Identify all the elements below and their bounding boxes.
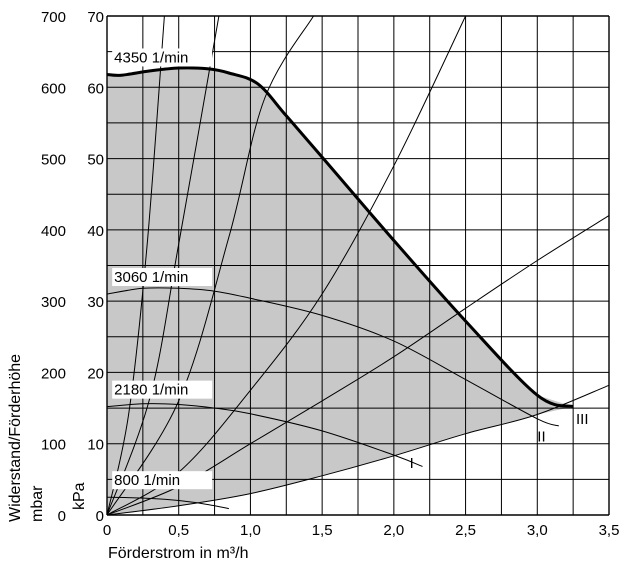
y-tick-label-mbar: 400 <box>41 223 66 240</box>
x-tick-label: 1,5 <box>312 522 333 539</box>
x-tick-label: 2,5 <box>455 522 476 539</box>
y-tick-label-kpa: 70 <box>87 9 104 26</box>
y-tick-label-kpa: 20 <box>87 365 104 382</box>
y-tick-label-mbar: 600 <box>41 80 66 97</box>
y-tick-label-mbar: 100 <box>41 437 66 454</box>
grid-layer <box>106 15 610 516</box>
pump-curve-30601-rpm <box>106 287 559 427</box>
pump-curve-label-43501: 4350 1/min <box>114 49 188 66</box>
system-curve-unlabeled-5 <box>106 15 165 516</box>
y-tick-label-kpa: 30 <box>87 294 104 311</box>
y-tick-label-mbar: 700 <box>41 9 66 26</box>
y-tick-label-mbar: 500 <box>41 152 66 169</box>
pump-curve-label-30601: 3060 1/min <box>114 269 188 286</box>
pump-curve-43501-rpm <box>106 66 574 409</box>
pump-curve-8001-rpm <box>106 496 230 510</box>
x-tick-label: 0 <box>103 522 111 539</box>
y-axis-unit-mbar: mbar <box>29 485 46 522</box>
x-tick-label: 3,0 <box>527 522 548 539</box>
y-tick-label-kpa: 40 <box>87 223 104 240</box>
system-curve-label-III: III <box>576 411 589 428</box>
x-axis-label: Förderstrom in m³/h <box>108 545 248 562</box>
system-curve-unlabeled-3 <box>106 15 314 516</box>
x-tick-label: 1,0 <box>240 522 261 539</box>
y-tick-label-kpa: 10 <box>87 437 104 454</box>
pump-curve-label-bg <box>112 471 213 490</box>
y-axis-label-kpa: kPa <box>71 482 88 510</box>
pump-curve-label-8001: 800 1/min <box>114 472 180 489</box>
pump-curves-layer: 4350 1/min 3060 1/min 2180 1/min 800 1/min <box>106 48 574 510</box>
working-area <box>107 68 574 515</box>
pump-curve-label-bg <box>112 48 213 67</box>
y-tick-label-mbar: 200 <box>41 365 66 382</box>
y-tick-label-mbar: 0 <box>58 508 66 525</box>
system-curve-label-II: II <box>537 429 545 446</box>
y-tick-label-mbar: 300 <box>41 294 66 311</box>
x-tick-label: 3,5 <box>599 522 620 539</box>
system-curve-I <box>106 384 610 516</box>
x-tick-label: 0,5 <box>168 522 189 539</box>
pump-curve-label-bg <box>112 268 213 287</box>
system-curve-unlabeled-4 <box>106 15 220 516</box>
y-tick-label-kpa: 60 <box>87 80 104 97</box>
working-area-layer <box>107 68 574 515</box>
tick-labels-layer: 0 0,5 1,0 1,5 2,0 2,5 3,0 3,5010020030040050060… <box>41 9 619 539</box>
pump-curve-label-bg <box>112 380 213 399</box>
system-curve-label-I: I <box>410 455 414 472</box>
y-tick-label-kpa: 0 <box>96 508 104 525</box>
y-tick-label-kpa: 50 <box>87 152 104 169</box>
pump-curve-label-21801: 2180 1/min <box>114 382 188 399</box>
y-axis-label-mbar: Widerstand/Förderhöhe <box>7 354 24 522</box>
pump-curve-21801-rpm <box>106 403 423 467</box>
x-tick-label: 2,0 <box>383 522 404 539</box>
